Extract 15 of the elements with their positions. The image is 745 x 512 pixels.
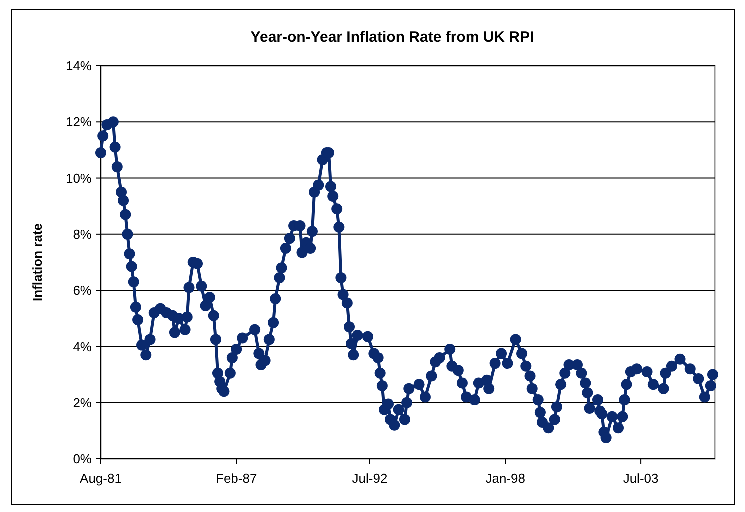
x-tick-label: Jul-92 <box>352 471 388 486</box>
y-tick-label: 14% <box>66 58 92 74</box>
y-axis-title: Inflation rate <box>30 223 45 302</box>
y-tick-label: 4% <box>73 339 92 354</box>
y-tick-label: 2% <box>73 395 92 410</box>
x-tick-label: Jan-98 <box>486 471 526 486</box>
y-tick-label: 12% <box>66 114 92 130</box>
x-tick-label: Aug-81 <box>80 471 122 486</box>
y-tick-label: 10% <box>66 170 92 186</box>
y-tick-label: 6% <box>73 283 92 298</box>
y-tick-label: 8% <box>73 226 92 242</box>
x-tick-label: Feb-87 <box>216 471 258 486</box>
chart-title: Year-on-Year Inflation Rate from UK RPI <box>250 29 534 46</box>
y-tick-label: 0% <box>73 452 92 467</box>
x-tick-label: Jul-03 <box>623 471 659 486</box>
